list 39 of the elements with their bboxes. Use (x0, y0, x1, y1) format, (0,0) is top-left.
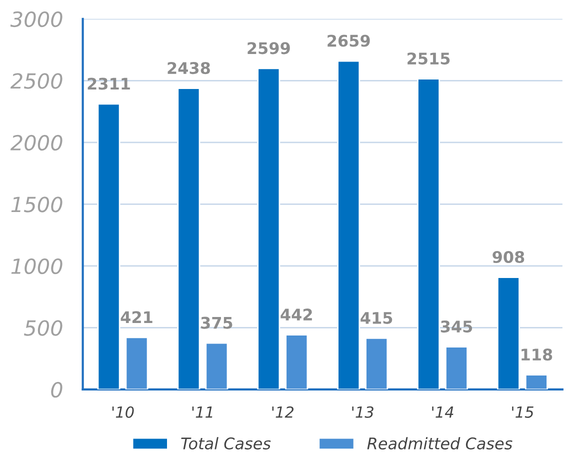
bar (177, 88, 200, 390)
bar (285, 334, 308, 390)
bar (337, 60, 360, 390)
x-tick-label: '13 (352, 406, 374, 418)
data-label: 2438 (168, 62, 210, 74)
data-label: 345 (440, 320, 472, 333)
y-tick-label: 2000 (10, 134, 62, 151)
x-tick-label: '11 (192, 406, 212, 418)
bar (496, 276, 520, 390)
data-label: 442 (280, 308, 312, 320)
data-label: 2599 (248, 42, 290, 54)
data-label: 908 (492, 250, 524, 264)
x-tick-label: '12 (272, 406, 294, 418)
data-label: 2659 (328, 34, 370, 47)
data-label: 415 (360, 312, 392, 324)
x-tick-label: '14 (432, 406, 454, 418)
x-tick-label: '10 (112, 406, 134, 418)
bar (445, 346, 468, 390)
data-label: 2515 (408, 52, 450, 65)
x-tick-label: '15 (512, 406, 534, 418)
data-label: 375 (201, 316, 232, 329)
data-label: 118 (522, 348, 552, 361)
y-tick-label: 3000 (10, 11, 62, 28)
y-tick-label: 1500 (11, 196, 62, 212)
bar (205, 342, 228, 390)
data-label: 2311 (88, 78, 130, 90)
data-label: 421 (120, 311, 152, 323)
bar (524, 374, 548, 390)
bar (417, 78, 440, 390)
bar (257, 68, 280, 390)
bar (97, 103, 120, 390)
legend-label: Total Cases (181, 437, 271, 450)
y-tick-label: 500 (24, 320, 62, 336)
bar (125, 336, 148, 390)
y-tick-label: 0 (51, 382, 62, 398)
y-tick-label: 2500 (10, 73, 62, 89)
legend-label: Readmitted Cases (367, 437, 512, 450)
y-tick-label: 1000 (11, 258, 62, 274)
bar (365, 337, 388, 390)
